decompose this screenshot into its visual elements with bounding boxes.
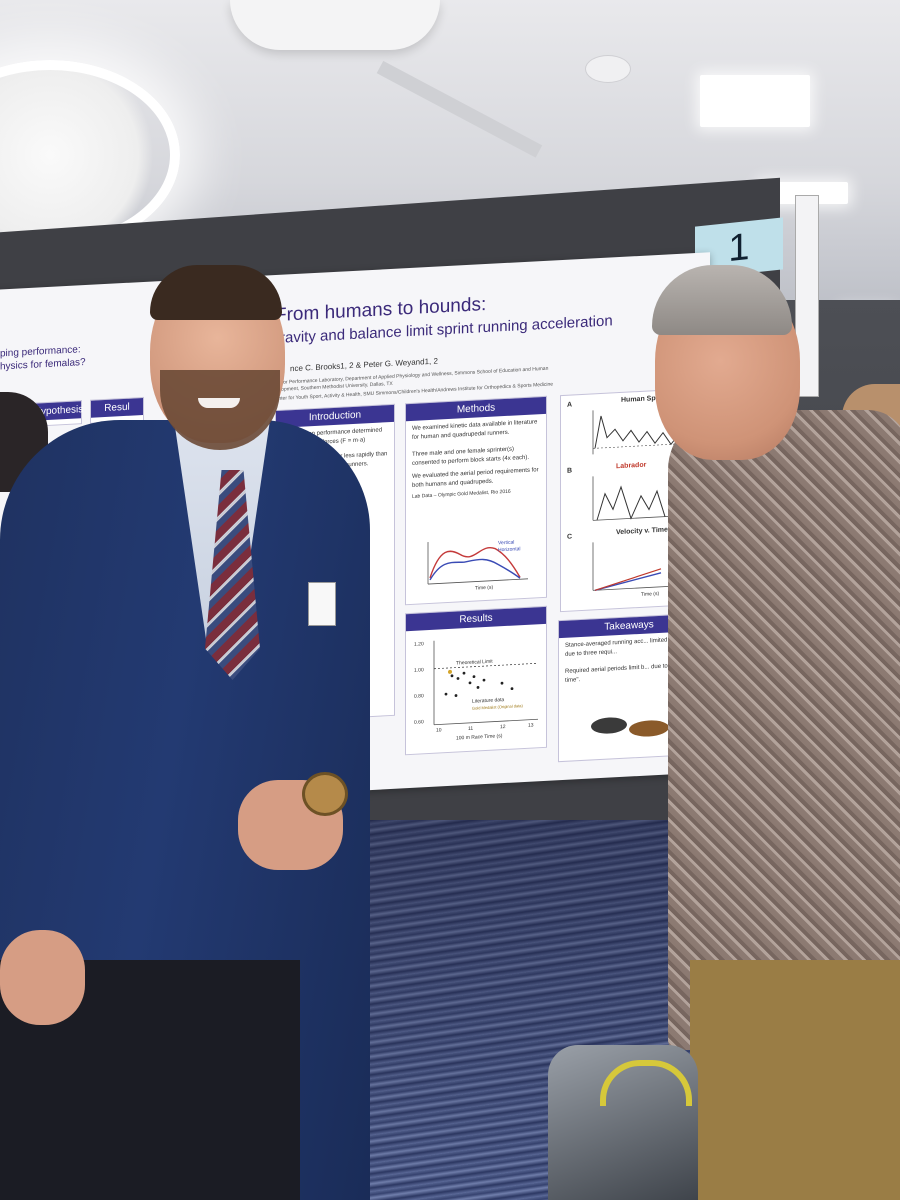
methods-section: Methods We examined kinetic data availab…: [405, 395, 547, 606]
plot-axis: [434, 718, 538, 726]
data-point: [456, 677, 460, 680]
research-poster: ping performance: hysics for femalas? /H…: [0, 252, 710, 810]
left-poster-title: ping performance: hysics for femalas?: [0, 343, 86, 373]
velocity-plot: Time (s): [592, 542, 693, 598]
annotation-gold-medalist: Gold Medalist (Original data): [472, 703, 524, 711]
man-right-pants: [690, 960, 900, 1200]
human-force-plot: [592, 410, 693, 455]
data-point: [462, 671, 466, 675]
x-tick: 13: [528, 723, 534, 729]
methods-body: We examined kinetic data available in li…: [406, 414, 546, 506]
takeaways-section: Takeaways Stance-averaged running acc...…: [558, 612, 700, 763]
man-left-smile: [198, 398, 240, 408]
results-xlabel: 100 m Race Time (s): [456, 733, 503, 741]
legend-horizontal: Horizontal: [498, 546, 521, 553]
y-tick: 1.20: [414, 641, 424, 648]
data-point: [500, 681, 504, 685]
y-tick: 1.00: [414, 667, 424, 674]
velocity-human-line: [594, 572, 662, 591]
human-force-line: [594, 415, 688, 449]
data-point: [482, 678, 486, 682]
ceiling-panel-light: [760, 182, 848, 204]
man-left-hair: [150, 265, 282, 320]
labrador-force-line: [596, 485, 666, 521]
horizontal-force-line: [429, 558, 521, 581]
methods-bullet: We examined kinetic data available in li…: [412, 419, 538, 441]
data-point: [476, 686, 480, 689]
plot-axis: [428, 578, 528, 585]
plot-zero-line: [593, 442, 693, 449]
results-header: Results: [406, 606, 546, 632]
panel-title-labrador: Labrador: [616, 461, 647, 471]
theoretical-limit-line: [434, 662, 538, 670]
data-point: [444, 692, 448, 696]
data-point: [510, 687, 514, 691]
data-point: [450, 674, 454, 678]
methods-plot-xlabel: Time (s): [475, 585, 493, 592]
dog-figure: [629, 720, 669, 737]
man-right-patterned-shirt: [668, 410, 900, 1050]
data-point: [472, 675, 476, 679]
methods-bullet: Three male and one female sprinter(s) co…: [412, 446, 530, 467]
annotation-literature: Literature data: [472, 697, 504, 705]
x-tick: 10: [436, 727, 442, 733]
gold-medalist-point: [448, 669, 452, 674]
ceiling-projector: [230, 0, 440, 50]
data-point: [454, 694, 458, 697]
man-left-hand: [0, 930, 85, 1025]
results-scatter-plot: Theoretical Limit 1.20 1.00 0.80 0.60 Li…: [414, 640, 538, 742]
y-tick: 0.80: [414, 693, 424, 700]
velocity-dog-line: [594, 568, 662, 591]
poster-authors: nce C. Brooks1, 2 & Peter G. Weyand1, 2: [290, 356, 438, 374]
section-header: Resul: [91, 397, 143, 418]
ceiling-panel-light: [700, 75, 810, 127]
panel-label-a: A: [567, 401, 573, 409]
panel-label-b: B: [567, 467, 573, 475]
panel-title-velocity: Velocity v. Time: [616, 526, 668, 537]
smoke-detector: [585, 55, 631, 83]
wrist-watch: [302, 772, 348, 816]
legend-vertical: Vertical: [498, 540, 514, 547]
annotation-theoretical-limit: Theoretical Limit: [456, 659, 493, 667]
sprinter-and-dog-illustration: [591, 717, 669, 737]
sprinter-figure: [591, 717, 627, 734]
velocity-xlabel: Time (s): [641, 591, 659, 598]
methods-force-plot: Vertical Horizontal Time (s): [427, 540, 528, 592]
vertical-force-line: [429, 546, 521, 579]
x-tick: 12: [500, 724, 506, 730]
figure-panels: A Human Sprinter B Labrador C Velocity v…: [560, 387, 702, 613]
data-point: [468, 681, 472, 685]
y-tick: 0.60: [414, 719, 424, 726]
panel-label-c: C: [567, 533, 573, 541]
x-tick: 11: [468, 726, 473, 732]
name-badge: [308, 582, 336, 626]
results-section: Results Theoretical Limit 1.20 1.0: [405, 605, 547, 756]
